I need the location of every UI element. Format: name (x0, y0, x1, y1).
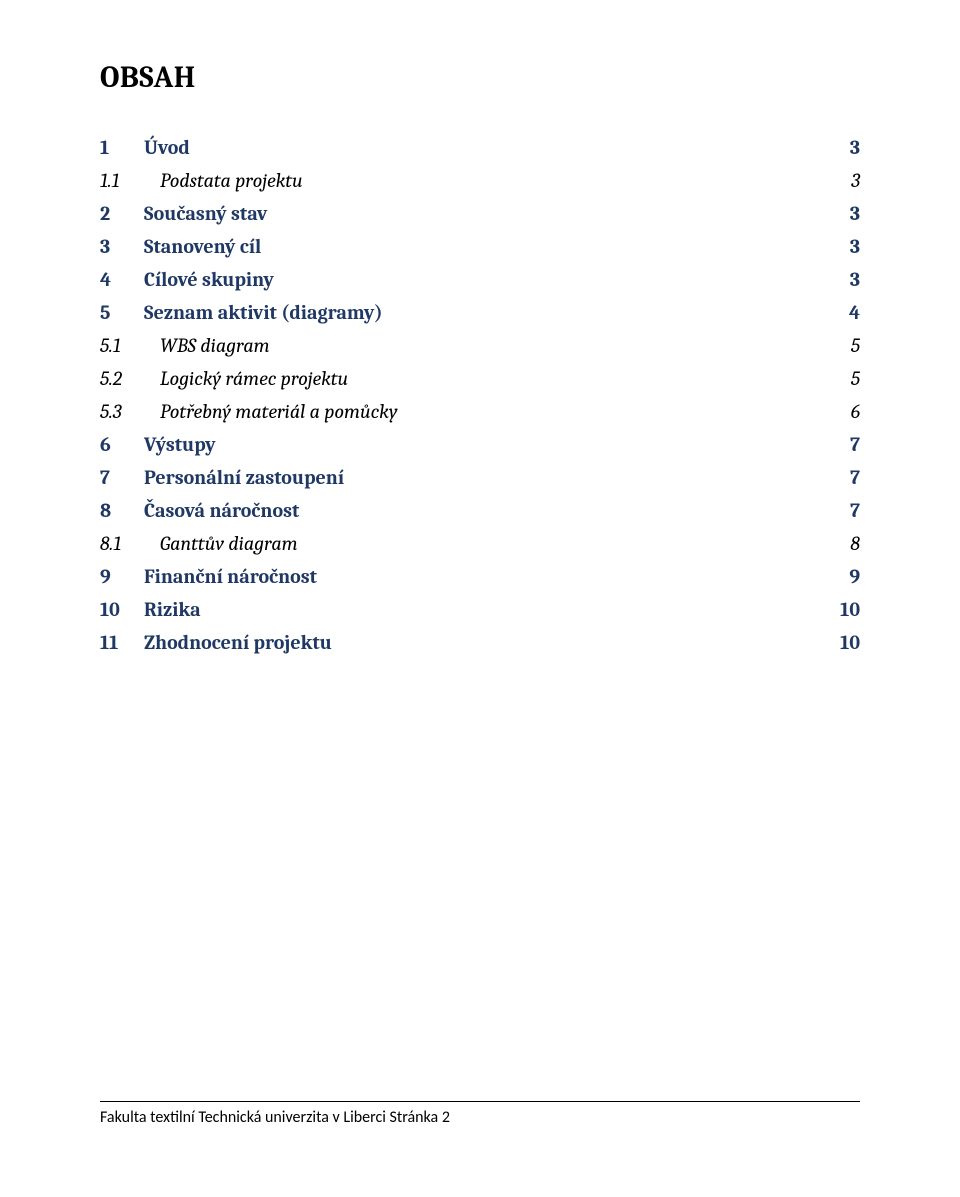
toc-entry[interactable]: 8Časová náročnost 7 (100, 494, 860, 527)
toc-entry-title: Ganttův diagram (160, 527, 298, 560)
toc-entry-title: Současný stav (144, 197, 267, 230)
toc-entry-title: Stanovený cíl (144, 230, 261, 263)
toc-entry[interactable]: 10Rizika10 (100, 593, 860, 626)
toc-entry-number: 5 (100, 296, 144, 329)
toc-leader-dots (336, 629, 836, 649)
toc-leader-dots (278, 266, 846, 286)
toc-leader-dots (348, 464, 846, 484)
toc-leader-dots (205, 596, 836, 616)
toc-entry-page: 4 (849, 296, 860, 329)
toc-entry-page: 3 (850, 263, 860, 296)
toc-entry-title: Logický rámec projektu (160, 362, 348, 395)
toc-entry-number: 6 (100, 428, 144, 461)
toc-entry-number: 1.1 (100, 164, 160, 197)
toc-entry-number: 9 (100, 560, 144, 593)
toc-entry-title: Výstupy (144, 428, 216, 461)
toc-entry[interactable]: 6Výstupy 7 (100, 428, 860, 461)
toc-entry-number: 7 (100, 461, 144, 494)
toc-entry-number: 1 (100, 131, 144, 164)
toc-entry-title: Seznam aktivit (diagramy) (144, 296, 383, 329)
toc-entry-page: 3 (850, 230, 860, 263)
toc-leader-dots (274, 332, 847, 352)
toc-entry-page: 7 (850, 461, 860, 494)
toc-entry-title: Rizika (144, 593, 201, 626)
toc-entry-title: Personální zastoupení (144, 461, 344, 494)
toc-leader-dots (387, 299, 845, 319)
toc-entry-number: 10 (100, 593, 144, 626)
toc-entry-page: 5 (851, 362, 860, 395)
toc-entry-page: 6 (851, 395, 860, 428)
toc-entry-number: 8.1 (100, 527, 160, 560)
table-of-contents: 1Úvod31.1Podstata projektu32Současný sta… (100, 131, 860, 659)
toc-entry-title: Úvod (144, 131, 190, 164)
page-footer: Fakulta textilní Technická univerzita v … (100, 1101, 860, 1127)
toc-entry[interactable]: 5.1WBS diagram 5 (100, 329, 860, 362)
toc-entry-number: 5.3 (100, 395, 160, 428)
toc-entry-page: 10 (840, 626, 860, 659)
toc-leader-dots (321, 563, 845, 583)
page: OBSAH 1Úvod31.1Podstata projektu32Součas… (0, 0, 960, 1197)
toc-entry[interactable]: 5.2Logický rámec projektu 5 (100, 362, 860, 395)
toc-entry[interactable]: 9Finanční náročnost9 (100, 560, 860, 593)
toc-leader-dots (271, 200, 845, 220)
toc-entry[interactable]: 5.3Potřebný materiál a pomůcky 6 (100, 395, 860, 428)
toc-entry-page: 9 (849, 560, 860, 593)
toc-entry-number: 3 (100, 230, 144, 263)
toc-entry[interactable]: 5Seznam aktivit (diagramy) 4 (100, 296, 860, 329)
toc-entry-page: 8 (850, 527, 860, 560)
toc-entry-title: Potřebný materiál a pomůcky (160, 395, 398, 428)
toc-entry-page: 5 (851, 329, 860, 362)
toc-entry[interactable]: 2Současný stav 3 (100, 197, 860, 230)
toc-entry-page: 7 (850, 494, 860, 527)
toc-entry-title: Podstata projektu (160, 164, 303, 197)
toc-entry[interactable]: 3Stanovený cíl3 (100, 230, 860, 263)
toc-leader-dots (307, 167, 848, 187)
toc-leader-dots (303, 497, 846, 517)
toc-entry-page: 3 (851, 164, 860, 197)
toc-entry-page: 7 (850, 428, 860, 461)
toc-leader-dots (302, 530, 847, 550)
toc-entry[interactable]: 1.1Podstata projektu 3 (100, 164, 860, 197)
toc-entry-number: 4 (100, 263, 144, 296)
toc-entry[interactable]: 11Zhodnocení projektu 10 (100, 626, 860, 659)
toc-leader-dots (265, 233, 846, 253)
toc-entry-title: Finanční náročnost (144, 560, 317, 593)
toc-entry-number: 5.2 (100, 362, 160, 395)
toc-entry-number: 11 (100, 626, 144, 659)
toc-entry-title: Zhodnocení projektu (144, 626, 332, 659)
toc-entry[interactable]: 4Cílové skupiny 3 (100, 263, 860, 296)
toc-entry-page: 10 (840, 593, 860, 626)
toc-leader-dots (402, 398, 847, 418)
toc-entry[interactable]: 8.1Ganttův diagram 8 (100, 527, 860, 560)
toc-entry[interactable]: 1Úvod 3 (100, 131, 860, 164)
toc-leader-dots (352, 365, 847, 385)
toc-entry-title: Cílové skupiny (144, 263, 274, 296)
toc-entry-page: 3 (850, 197, 860, 230)
toc-entry[interactable]: 7Personální zastoupení7 (100, 461, 860, 494)
page-title: OBSAH (100, 60, 860, 95)
toc-leader-dots (194, 134, 846, 154)
toc-entry-title: Časová náročnost (144, 494, 299, 527)
toc-entry-number: 5.1 (100, 329, 160, 362)
toc-leader-dots (220, 431, 846, 451)
toc-entry-page: 3 (850, 131, 860, 164)
toc-entry-title: WBS diagram (160, 329, 270, 362)
toc-entry-number: 2 (100, 197, 144, 230)
toc-entry-number: 8 (100, 494, 144, 527)
